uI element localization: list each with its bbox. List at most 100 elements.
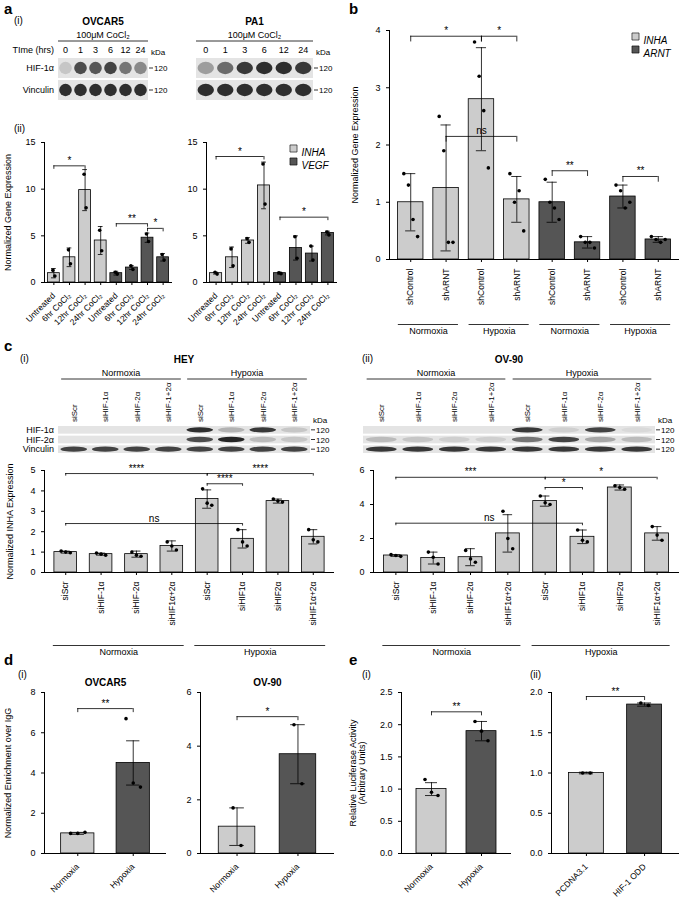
svg-text:120: 120	[316, 445, 330, 454]
svg-text:Hypoxia: Hypoxia	[483, 326, 516, 336]
svg-text:siScr: siScr	[196, 404, 205, 422]
svg-text:1.5: 1.5	[380, 752, 393, 762]
svg-text:12: 12	[120, 45, 130, 55]
svg-text:3: 3	[30, 506, 35, 516]
svg-text:Normalized Gene Expression: Normalized Gene Expression	[350, 86, 360, 203]
svg-text:0: 0	[186, 848, 191, 858]
svg-text:PCDNA3.1: PCDNA3.1	[553, 861, 590, 898]
svg-text:2.0: 2.0	[380, 720, 393, 730]
svg-text:120: 120	[319, 86, 333, 95]
svg-text:6: 6	[262, 45, 267, 55]
svg-text:**: **	[566, 160, 574, 171]
svg-text:shControl: shControl	[618, 268, 628, 304]
svg-text:120: 120	[316, 426, 330, 435]
svg-text:*: *	[68, 155, 72, 166]
svg-text:siScr: siScr	[540, 581, 550, 600]
svg-text:PA1: PA1	[245, 16, 264, 27]
svg-text:Hypoxia: Hypoxia	[456, 861, 485, 890]
svg-text:HIF-2α: HIF-2α	[26, 435, 54, 445]
svg-text:0.0: 0.0	[530, 848, 543, 858]
svg-text:1: 1	[30, 547, 35, 557]
svg-text:shControl: shControl	[476, 268, 486, 304]
svg-text:6: 6	[30, 728, 35, 738]
svg-text:Hypoxia: Hypoxia	[272, 861, 301, 890]
svg-text:siHIF-1α: siHIF-1α	[96, 581, 106, 613]
svg-text:HIF-1α: HIF-1α	[26, 425, 54, 435]
svg-text:kDa: kDa	[313, 416, 328, 425]
svg-text:Normoxia: Normoxia	[100, 647, 139, 657]
svg-text:1: 1	[223, 45, 228, 55]
svg-text:120: 120	[154, 86, 168, 95]
svg-text:4: 4	[30, 486, 35, 496]
svg-text:Normalized Gene Expression: Normalized Gene Expression	[3, 154, 13, 271]
svg-text:Relative Luciferase Activity(A: Relative Luciferase Activity(Arbitrary U…	[348, 719, 367, 827]
svg-text:3: 3	[242, 45, 247, 55]
svg-text:Hypoxia: Hypoxia	[566, 368, 599, 378]
svg-text:15: 15	[25, 137, 35, 147]
svg-text:Normoxia: Normoxia	[551, 326, 590, 336]
svg-text:6: 6	[359, 465, 364, 475]
svg-text:Normoxia: Normoxia	[409, 326, 448, 336]
svg-text:**: **	[128, 213, 136, 224]
svg-text:HIF-1 ODD: HIF-1 ODD	[611, 862, 648, 899]
svg-text:120: 120	[661, 426, 675, 435]
svg-text:Normoxia: Normoxia	[208, 861, 241, 894]
svg-text:siScr: siScr	[377, 404, 386, 422]
svg-text:4: 4	[359, 499, 364, 509]
svg-text:12: 12	[279, 45, 289, 55]
svg-text:siHIF-1α: siHIF-1α	[560, 391, 569, 422]
svg-text:120: 120	[319, 64, 333, 73]
svg-text:siHIF-2α: siHIF-2α	[450, 391, 459, 422]
svg-text:2: 2	[30, 808, 35, 818]
svg-text:10: 10	[25, 184, 35, 194]
svg-text:siScr: siScr	[391, 581, 401, 600]
svg-text:siHIF-1α: siHIF-1α	[227, 391, 236, 422]
svg-text:0: 0	[30, 277, 35, 287]
svg-text:VEGF: VEGF	[302, 160, 330, 171]
svg-text:siHIF1α: siHIF1α	[237, 581, 247, 611]
svg-text:6: 6	[108, 45, 113, 55]
svg-text:*: *	[562, 477, 566, 488]
svg-text:siHIF1α+2α: siHIF1α+2α	[167, 581, 177, 625]
svg-text:6: 6	[186, 687, 191, 697]
svg-text:120: 120	[154, 64, 168, 73]
svg-text:kDa: kDa	[316, 48, 331, 57]
svg-text:0: 0	[192, 277, 197, 287]
svg-text:shControl: shControl	[405, 268, 415, 304]
svg-text:0: 0	[30, 848, 35, 858]
svg-text:Normalized INHA Expression: Normalized INHA Expression	[5, 463, 15, 579]
svg-text:ns: ns	[149, 513, 160, 524]
svg-text:OV-90: OV-90	[495, 354, 524, 365]
svg-text:**: **	[637, 165, 645, 176]
svg-text:siHIF-1α: siHIF-1α	[101, 391, 110, 422]
svg-text:TIme (hrs): TIme (hrs)	[13, 45, 55, 55]
svg-text:0: 0	[30, 567, 35, 577]
svg-text:INHA: INHA	[644, 35, 668, 46]
svg-text:siHIF-2α: siHIF-2α	[133, 391, 142, 422]
svg-text:**: **	[102, 698, 110, 709]
svg-text:siHIF-1α: siHIF-1α	[428, 581, 438, 613]
svg-text:****: ****	[217, 473, 233, 484]
svg-text:*: *	[497, 25, 501, 36]
svg-text:kDa: kDa	[658, 416, 673, 425]
svg-text:24hr CoCl₂: 24hr CoCl₂	[130, 291, 166, 327]
svg-text:0.5: 0.5	[530, 808, 543, 818]
svg-text:2: 2	[359, 533, 364, 543]
svg-text:shARNT: shARNT	[582, 269, 592, 301]
svg-text:120: 120	[316, 436, 330, 445]
svg-text:ns: ns	[484, 512, 495, 523]
svg-text:**: **	[453, 701, 461, 712]
svg-text:4: 4	[375, 25, 380, 35]
svg-text:Normoxia: Normoxia	[402, 861, 435, 894]
svg-text:siScr: siScr	[60, 581, 70, 600]
svg-text:siHIF1α+2α: siHIF1α+2α	[308, 581, 318, 625]
svg-text:ns: ns	[476, 125, 487, 136]
svg-text:15: 15	[187, 137, 197, 147]
svg-text:OV-90: OV-90	[253, 677, 282, 688]
svg-text:3: 3	[93, 45, 98, 55]
svg-text:*: *	[266, 706, 270, 717]
svg-text:ARNT: ARNT	[643, 48, 672, 59]
svg-text:*: *	[444, 25, 448, 36]
svg-text:2: 2	[30, 527, 35, 537]
svg-text:siHIF2α: siHIF2α	[273, 581, 283, 611]
